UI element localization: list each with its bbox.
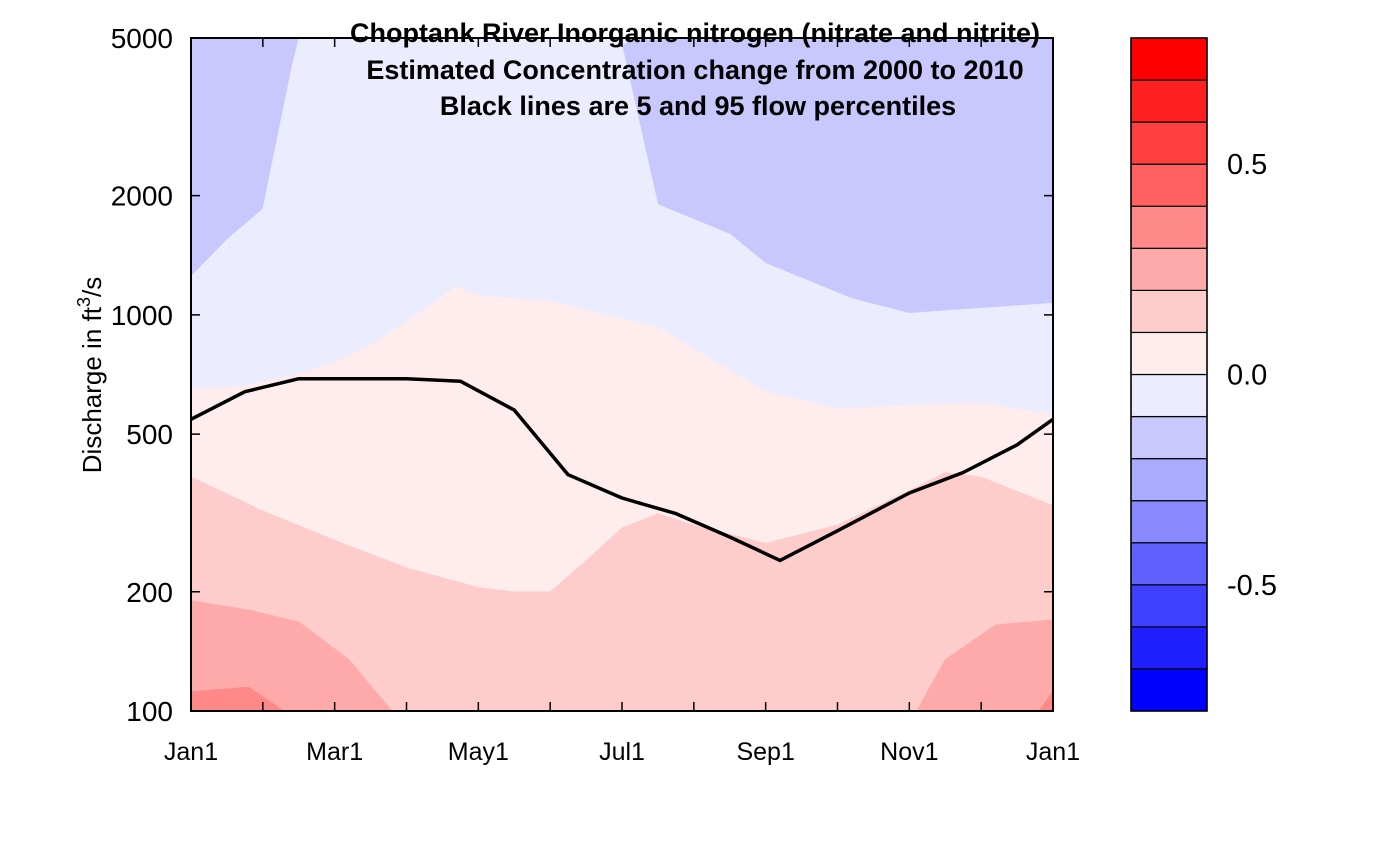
title-line-1: Choptank River Inorganic nitrogen (nitra… (350, 18, 1040, 48)
x-tick-label: Nov1 (880, 738, 938, 766)
colorbar-labels: 0.5 0.0 -0.5 (1227, 149, 1277, 602)
colorbar-swatch (1130, 247, 1208, 291)
colorbar-swatch (1130, 205, 1208, 249)
colorbar-swatch (1130, 373, 1208, 418)
y-tick-label: 2000 (111, 181, 173, 212)
x-tick-label: Mar1 (306, 738, 363, 766)
colorbar-tick-label: 0.0 (1227, 360, 1267, 392)
colorbar-swatch (1130, 415, 1208, 460)
colorbar-swatch (1130, 37, 1208, 81)
colorbar-swatch (1130, 500, 1208, 544)
colorbar-swatch (1130, 289, 1208, 334)
x-tick-label: Jul1 (599, 738, 645, 766)
y-tick-label: 500 (126, 419, 173, 450)
colorbar-swatch (1130, 584, 1208, 628)
y-axis-label: Discharge in ft3/s (74, 277, 107, 473)
y-tick-label: 100 (126, 696, 173, 727)
x-tick-label: Jan1 (164, 738, 218, 766)
colorbar-swatch (1130, 458, 1208, 502)
y-tick-label: 200 (126, 577, 173, 608)
x-axis-ticks: Jan1 Mar1 May1 Jul1 Sep1 Nov1 Jan1 (164, 38, 1080, 766)
colorbar (1130, 37, 1208, 712)
colorbar-tick-label: -0.5 (1227, 570, 1277, 602)
x-tick-label: Sep1 (736, 738, 794, 766)
colorbar-swatch (1130, 163, 1208, 207)
y-tick-label: 5000 (111, 23, 173, 54)
colorbar-swatch (1130, 79, 1208, 123)
colorbar-swatch (1130, 668, 1208, 712)
colorbar-tick-label: 0.5 (1227, 149, 1267, 181)
flow-percentile-line-95 (190, 376, 1055, 563)
y-tick-label: 1000 (111, 300, 173, 331)
x-tick-label: May1 (448, 738, 509, 766)
title-line-3: Black lines are 5 and 95 flow percentile… (440, 91, 956, 121)
colorbar-swatch (1130, 121, 1208, 165)
title-line-2: Estimated Concentration change from 2000… (366, 55, 1023, 85)
colorbar-frame (1130, 37, 1208, 712)
colorbar-swatch (1130, 542, 1208, 586)
chart-title: Choptank River Inorganic nitrogen (nitra… (350, 18, 1040, 121)
flow-percentile-lines (190, 376, 1055, 563)
colorbar-swatch (1130, 331, 1208, 376)
contour-fills (190, 37, 1054, 712)
colorbar-swatch (1130, 626, 1208, 670)
x-tick-label: Jan1 (1026, 738, 1080, 766)
y-axis-ticks: 5000 2000 1000 500 200 100 (111, 23, 1053, 727)
